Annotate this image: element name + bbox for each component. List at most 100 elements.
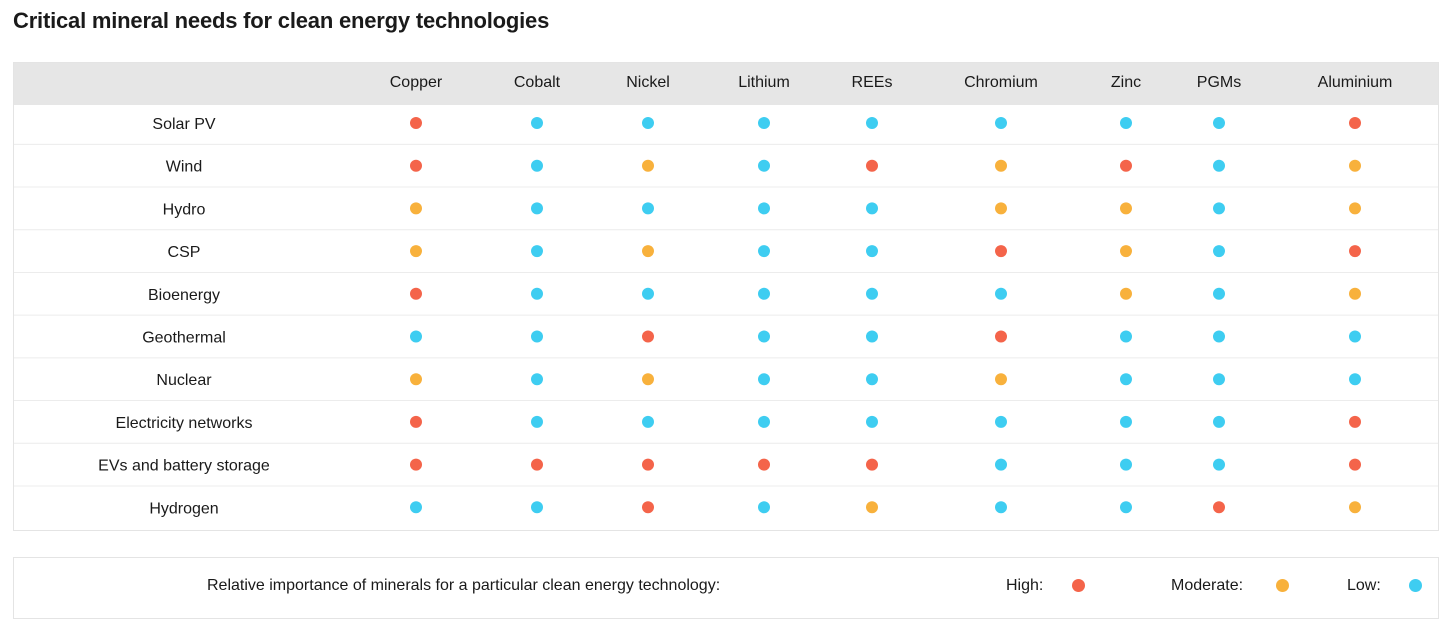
column-header-nickel: Nickel	[626, 74, 670, 91]
dot-bioenergy-copper-high	[410, 287, 422, 300]
dot-hydro-rees-low	[866, 202, 878, 215]
dot-solar-pv-lithium-low	[758, 117, 770, 129]
dot-wind-copper-high	[410, 159, 422, 172]
legend-high-label: High:	[1006, 577, 1044, 594]
dot-evs-and-battery-storage-rees-high	[866, 458, 878, 471]
column-header-pgms: PGMs	[1197, 74, 1241, 91]
dot-evs-and-battery-storage-zinc-low	[1120, 458, 1132, 471]
dot-solar-pv-copper-high	[410, 117, 422, 129]
dot-wind-rees-high	[866, 159, 878, 172]
dot-solar-pv-rees-low	[866, 117, 878, 129]
column-header-rees: REEs	[852, 74, 893, 91]
dot-hydro-nickel-low	[642, 202, 654, 215]
dot-solar-pv-zinc-low	[1120, 117, 1132, 129]
legend-moderate-dot	[1276, 579, 1289, 592]
legend: Relative importance of minerals for a pa…	[13, 557, 1439, 619]
dot-wind-nickel-moderate	[642, 159, 654, 172]
dot-hydrogen-lithium-low	[758, 501, 770, 514]
legend-moderate-label: Moderate:	[1171, 577, 1244, 594]
dot-geothermal-pgms-low	[1213, 330, 1225, 343]
dot-geothermal-chromium-high	[995, 330, 1007, 343]
dot-bioenergy-chromium-low	[995, 287, 1007, 300]
legend-caption: Relative importance of minerals for a pa…	[207, 577, 721, 594]
dot-evs-and-battery-storage-copper-high	[410, 458, 422, 471]
dot-electricity-networks-chromium-low	[995, 415, 1007, 428]
dot-hydrogen-rees-moderate	[866, 501, 878, 514]
dot-solar-pv-chromium-low	[995, 117, 1007, 129]
dot-electricity-networks-nickel-low	[642, 415, 654, 428]
dot-hydrogen-pgms-high	[1213, 501, 1225, 514]
dot-hydro-lithium-low	[758, 202, 770, 215]
dot-wind-lithium-low	[758, 159, 770, 172]
dot-hydro-copper-moderate	[410, 202, 422, 215]
dot-bioenergy-lithium-low	[758, 287, 770, 300]
dot-hydro-zinc-moderate	[1120, 202, 1132, 215]
row-label-hydro: Hydro	[163, 201, 206, 218]
dot-nuclear-copper-moderate	[410, 373, 422, 386]
dot-hydro-cobalt-low	[531, 202, 543, 215]
row-label-solar-pv: Solar PV	[152, 116, 215, 133]
dot-nuclear-lithium-low	[758, 373, 770, 386]
dot-electricity-networks-copper-high	[410, 415, 422, 428]
dot-geothermal-zinc-low	[1120, 330, 1132, 343]
dot-electricity-networks-rees-low	[866, 415, 878, 428]
dot-solar-pv-nickel-low	[642, 117, 654, 129]
dot-electricity-networks-aluminium-high	[1349, 415, 1361, 428]
row-label-hydrogen: Hydrogen	[149, 500, 218, 517]
dot-hydrogen-chromium-low	[995, 501, 1007, 514]
legend-low-dot	[1409, 579, 1422, 592]
dot-wind-zinc-high	[1120, 159, 1132, 172]
dot-geothermal-nickel-high	[642, 330, 654, 343]
dot-evs-and-battery-storage-pgms-low	[1213, 458, 1225, 471]
dot-csp-aluminium-high	[1349, 245, 1361, 258]
dot-geothermal-lithium-low	[758, 330, 770, 343]
chart-title: Critical mineral needs for clean energy …	[13, 8, 550, 33]
dot-electricity-networks-lithium-low	[758, 415, 770, 428]
dot-hydro-aluminium-moderate	[1349, 202, 1361, 215]
dot-wind-pgms-low	[1213, 159, 1225, 172]
dot-bioenergy-rees-low	[866, 287, 878, 300]
dot-evs-and-battery-storage-aluminium-high	[1349, 458, 1361, 471]
dot-hydrogen-copper-low	[410, 501, 422, 514]
dot-csp-rees-low	[866, 245, 878, 258]
dot-wind-aluminium-moderate	[1349, 159, 1361, 172]
dot-evs-and-battery-storage-lithium-high	[758, 458, 770, 471]
dot-hydro-pgms-low	[1213, 202, 1225, 215]
dot-nuclear-zinc-low	[1120, 373, 1132, 386]
dot-evs-and-battery-storage-cobalt-high	[531, 458, 543, 471]
legend-low-label: Low:	[1347, 577, 1381, 594]
column-header-lithium: Lithium	[738, 74, 790, 91]
row-label-electricity-networks: Electricity networks	[116, 415, 253, 432]
dot-hydrogen-nickel-high	[642, 501, 654, 514]
dot-hydrogen-cobalt-low	[531, 501, 543, 514]
dot-bioenergy-aluminium-moderate	[1349, 287, 1361, 300]
column-header-aluminium: Aluminium	[1318, 74, 1393, 91]
dot-geothermal-aluminium-low	[1349, 330, 1361, 343]
dot-csp-lithium-low	[758, 245, 770, 258]
dot-nuclear-aluminium-low	[1349, 373, 1361, 386]
dot-csp-cobalt-low	[531, 245, 543, 258]
dot-hydrogen-zinc-low	[1120, 501, 1132, 514]
dot-geothermal-copper-low	[410, 330, 422, 343]
header-row	[14, 63, 1438, 105]
dot-geothermal-cobalt-low	[531, 330, 543, 343]
mineral-matrix: Copper Cobalt Nickel Lithium REEs Chromium Zin…	[13, 62, 1439, 531]
row-label-evs-and-battery-storage: EVs and battery storage	[98, 458, 270, 475]
dot-csp-zinc-moderate	[1120, 245, 1132, 258]
column-header-chromium: Chromium	[964, 74, 1038, 91]
dot-bioenergy-zinc-moderate	[1120, 287, 1132, 300]
column-header-copper: Copper	[390, 74, 443, 91]
row-label-wind: Wind	[166, 159, 202, 176]
column-header-zinc: Zinc	[1111, 74, 1141, 91]
dot-csp-chromium-high	[995, 245, 1007, 258]
dot-csp-pgms-low	[1213, 245, 1225, 258]
dot-nuclear-chromium-moderate	[995, 373, 1007, 386]
dot-bioenergy-nickel-low	[642, 287, 654, 300]
matrix-svg: Copper Cobalt Nickel Lithium REEs Chromium Zin…	[14, 74, 1438, 517]
row-label-geothermal: Geothermal	[142, 330, 226, 347]
dot-hydro-chromium-moderate	[995, 202, 1007, 215]
dot-csp-copper-moderate	[410, 245, 422, 258]
dot-nuclear-cobalt-low	[531, 373, 543, 386]
dot-solar-pv-aluminium-high	[1349, 117, 1361, 129]
dot-bioenergy-pgms-low	[1213, 287, 1225, 300]
